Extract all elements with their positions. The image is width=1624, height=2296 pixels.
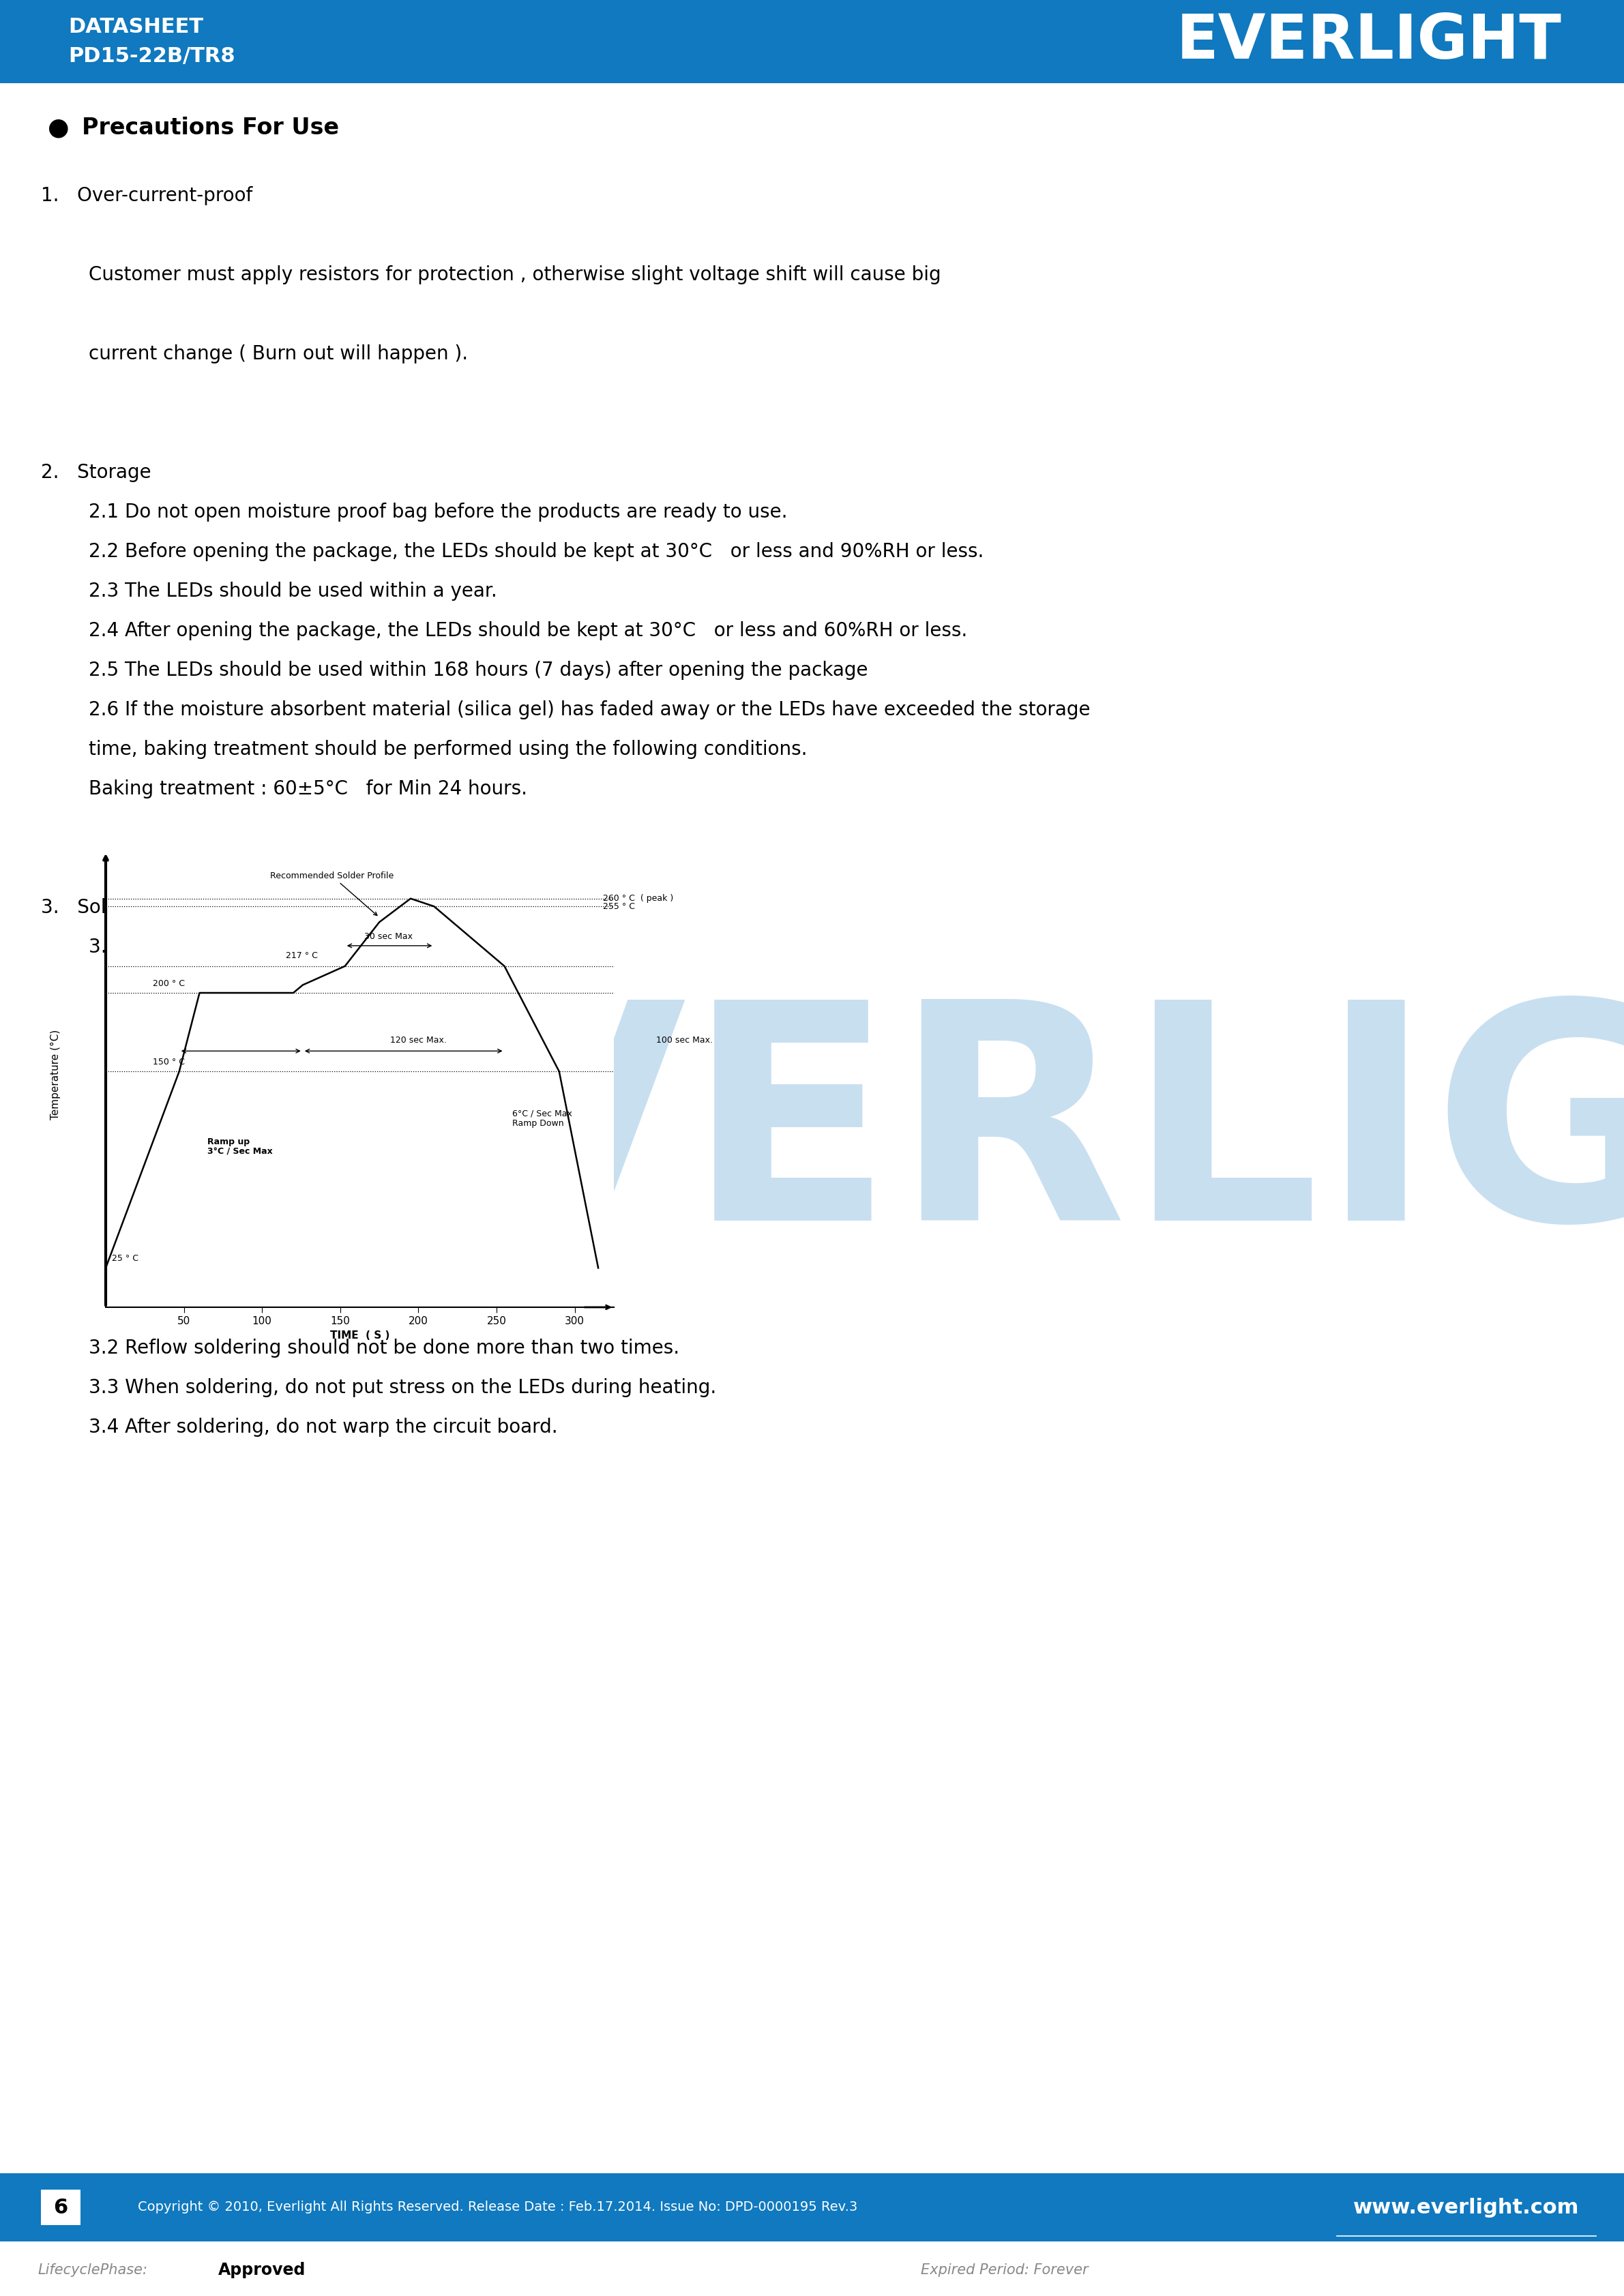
Text: 200 ° C: 200 ° C (153, 980, 185, 987)
Text: time, baking treatment should be performed using the following conditions.: time, baking treatment should be perform… (89, 739, 807, 760)
Text: 2.5 The LEDs should be used within 168 hours (7 days) after opening the package: 2.5 The LEDs should be used within 168 h… (89, 661, 867, 680)
Text: ●: ● (47, 115, 70, 140)
Text: Baking treatment : 60±5°C   for Min 24 hours.: Baking treatment : 60±5°C for Min 24 hou… (89, 778, 528, 799)
Text: www.everlight.com: www.everlight.com (1353, 2197, 1580, 2218)
Text: PD15-22B/TR8: PD15-22B/TR8 (68, 46, 235, 67)
Text: 255 ° C: 255 ° C (603, 902, 635, 912)
Text: Recommended Solder Profile: Recommended Solder Profile (270, 870, 393, 916)
Text: 2.1 Do not open moisture proof bag before the products are ready to use.: 2.1 Do not open moisture proof bag befor… (89, 503, 788, 521)
Text: Copyright © 2010, Everlight All Rights Reserved. Release Date : Feb.17.2014. Iss: Copyright © 2010, Everlight All Rights R… (138, 2202, 857, 2213)
X-axis label: TIME  ( S ): TIME ( S ) (330, 1329, 390, 1341)
Text: 2.4 After opening the package, the LEDs should be kept at 30°C   or less and 60%: 2.4 After opening the package, the LEDs … (89, 622, 968, 641)
Text: 217 ° C: 217 ° C (286, 951, 318, 960)
Bar (0, 2174, 1624, 2241)
Text: 120 sec Max.: 120 sec Max. (390, 1035, 447, 1045)
Text: Expired Period: Forever: Expired Period: Forever (921, 2264, 1088, 2278)
Text: Approved: Approved (218, 2262, 305, 2278)
Text: 2.3 The LEDs should be used within a year.: 2.3 The LEDs should be used within a yea… (89, 581, 497, 602)
Text: 3.3 When soldering, do not put stress on the LEDs during heating.: 3.3 When soldering, do not put stress on… (89, 1378, 716, 1398)
Text: 2.2 Before opening the package, the LEDs should be kept at 30°C   or less and 90: 2.2 Before opening the package, the LEDs… (89, 542, 984, 560)
Bar (41, 2190, 81, 2225)
Text: Temperature (°C): Temperature (°C) (50, 1029, 60, 1120)
Bar (0, 0, 1624, 83)
Text: 30 sec Max: 30 sec Max (364, 932, 412, 941)
Text: 2.   Storage: 2. Storage (41, 464, 151, 482)
Text: EVERLIGHT: EVERLIGHT (245, 990, 1624, 1283)
Text: 1.   Over-current-proof: 1. Over-current-proof (41, 186, 253, 204)
Text: 6°C / Sec Max
Ramp Down: 6°C / Sec Max Ramp Down (512, 1109, 572, 1127)
Text: 100 sec Max.: 100 sec Max. (656, 1035, 713, 1045)
Text: 260 ° C  ( peak ): 260 ° C ( peak ) (603, 893, 674, 902)
Text: 2.6 If the moisture absorbent material (silica gel) has faded away or the LEDs h: 2.6 If the moisture absorbent material (… (89, 700, 1090, 719)
Text: Customer must apply resistors for protection , otherwise slight voltage shift wi: Customer must apply resistors for protec… (89, 266, 940, 285)
Text: 25 ° C: 25 ° C (112, 1254, 138, 1263)
Text: 3.2 Reflow soldering should not be done more than two times.: 3.2 Reflow soldering should not be done … (89, 1339, 679, 1357)
Text: LifecyclePhase:: LifecyclePhase: (37, 2264, 148, 2278)
Text: 150 ° C: 150 ° C (153, 1058, 185, 1068)
Text: Ramp up
3°C / Sec Max: Ramp up 3°C / Sec Max (208, 1137, 273, 1157)
Text: current change ( Burn out will happen ).: current change ( Burn out will happen ). (89, 344, 468, 363)
Text: Precautions For Use: Precautions For Use (81, 117, 339, 138)
Text: 6: 6 (54, 2197, 68, 2218)
Text: EVERLIGHT: EVERLIGHT (1177, 11, 1562, 71)
Text: 3.4 After soldering, do not warp the circuit board.: 3.4 After soldering, do not warp the cir… (89, 1417, 557, 1437)
Text: 3.   Soldering Condition: 3. Soldering Condition (41, 898, 263, 916)
Text: DATASHEET: DATASHEET (68, 16, 203, 37)
Text: 3.1 Pb-free solder temperature profile: 3.1 Pb-free solder temperature profile (89, 937, 448, 957)
